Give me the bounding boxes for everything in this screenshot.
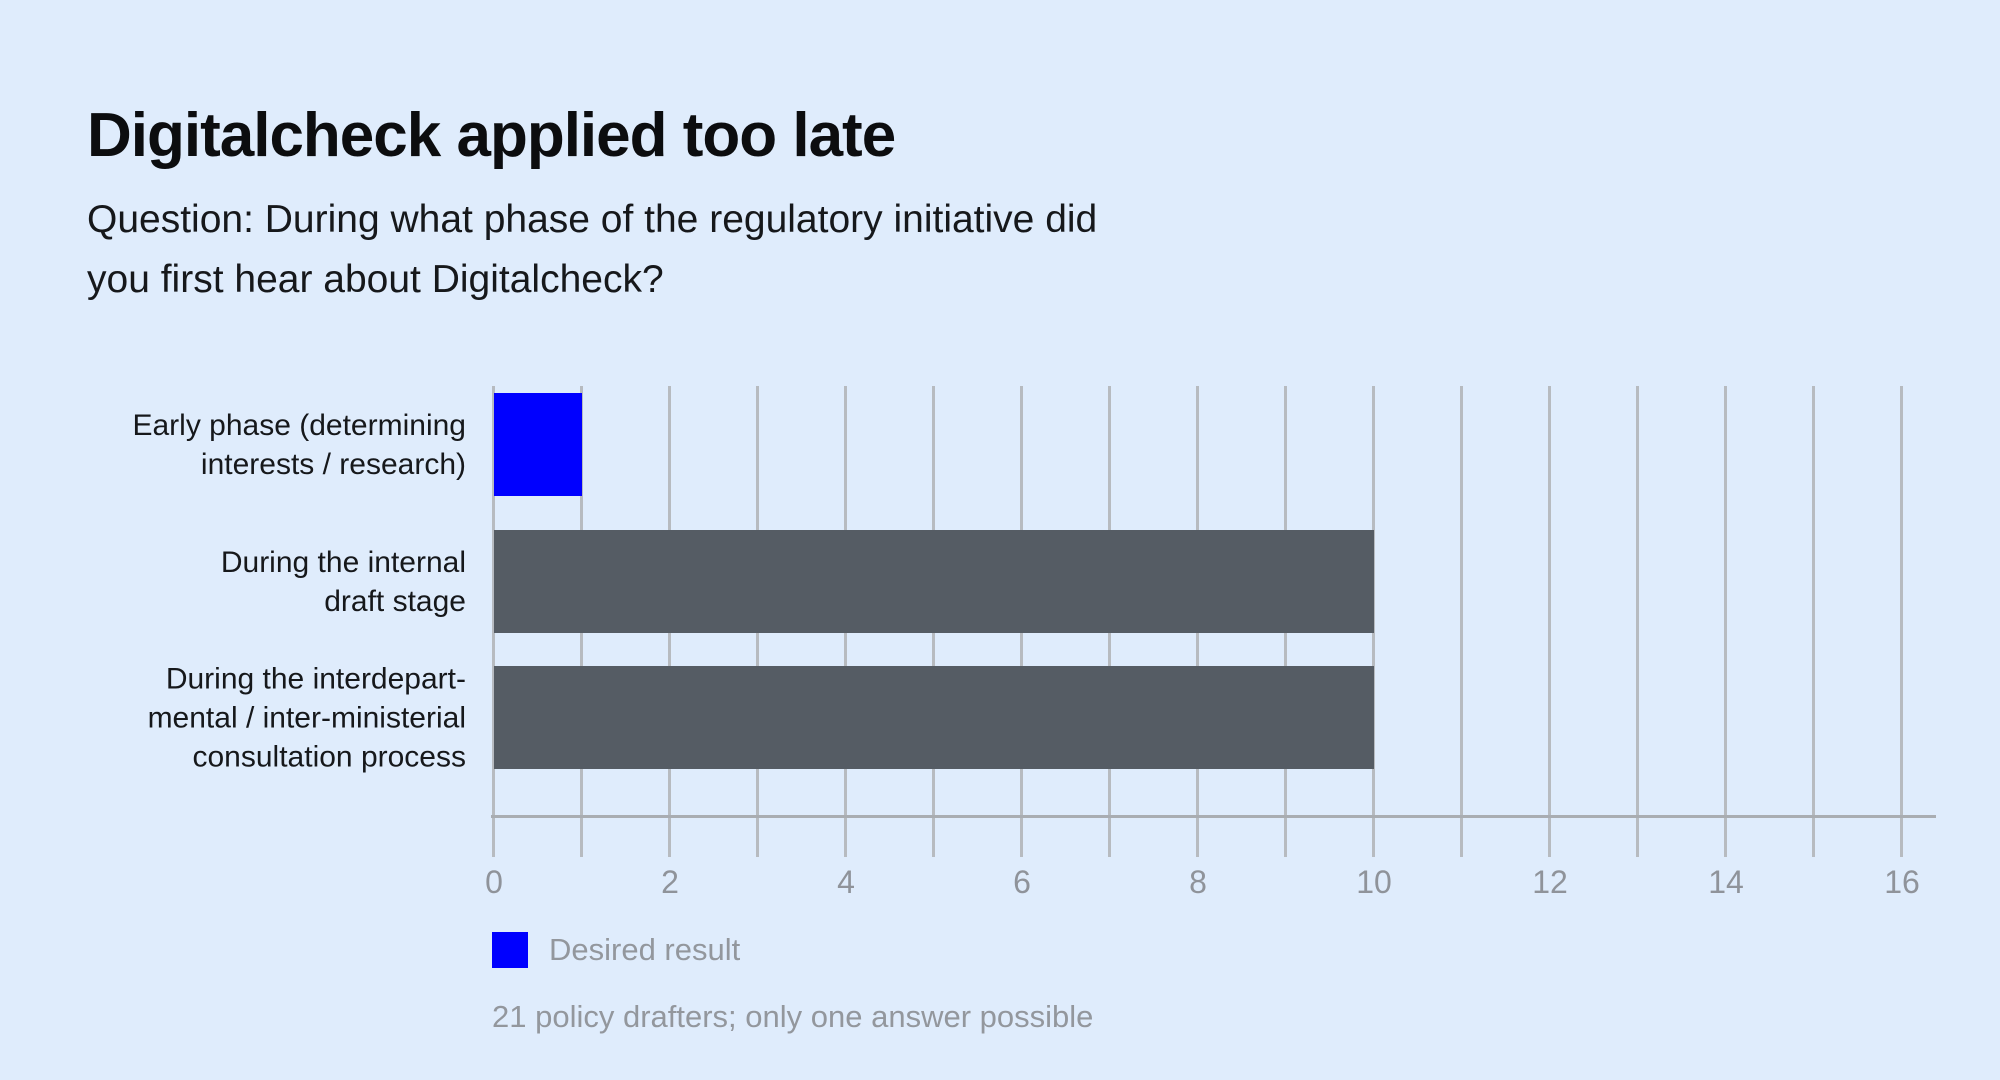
- x-tick-label-6: 6: [1013, 864, 1031, 900]
- x-tick-label-12: 12: [1532, 864, 1568, 900]
- category-label-1: During the internal draft stage: [0, 543, 466, 621]
- gridline-x-15: [1812, 386, 1815, 857]
- x-tick-label-10: 10: [1356, 864, 1392, 900]
- chart-subtitle-line-1: Question: During what phase of the regul…: [87, 198, 1098, 241]
- bar-2: [494, 666, 1374, 769]
- category-label-2: During the interdepart-mental / inter-mi…: [0, 659, 466, 776]
- chart-subtitle: Question: During what phase of the regul…: [87, 190, 1097, 310]
- x-tick-label-14: 14: [1708, 864, 1744, 900]
- bar-1: [494, 530, 1374, 633]
- category-label-line: draft stage: [324, 584, 466, 618]
- category-label-0: Early phase (determining interests / rese…: [0, 406, 466, 484]
- x-tick-label-4: 4: [837, 864, 855, 900]
- category-label-line: mental / inter-ministerial: [147, 701, 466, 734]
- x-tick-label-2: 2: [661, 864, 679, 900]
- category-label-line: Early phase (determining: [132, 408, 466, 442]
- x-axis-baseline: [491, 815, 1936, 818]
- category-label-line: During the internal: [220, 545, 466, 579]
- legend-label: Desired result: [549, 932, 741, 967]
- legend-swatch-icon: [492, 932, 528, 968]
- x-tick-label-0: 0: [485, 864, 503, 900]
- x-tick-label-16: 16: [1884, 864, 1920, 900]
- category-label-line: consultation process: [192, 740, 467, 773]
- x-tick-label-8: 8: [1189, 864, 1207, 900]
- category-label-line: interests / research): [200, 447, 466, 481]
- chart-footnote: 21 policy drafters; only one answer poss…: [492, 999, 1094, 1034]
- gridline-x-12: [1548, 386, 1551, 857]
- chart-title: Digitalcheck applied too late: [87, 101, 896, 170]
- gridline-x-0: [492, 386, 495, 857]
- gridline-x-16: [1900, 386, 1903, 857]
- gridline-x-11: [1460, 386, 1463, 857]
- chart-subtitle-line-2: you first hear about Digitalcheck?: [87, 258, 664, 301]
- bar-0: [494, 393, 582, 496]
- legend: Desired result: [492, 932, 740, 968]
- gridline-x-13: [1636, 386, 1639, 857]
- category-label-line: During the interdepart-: [165, 662, 466, 695]
- gridline-x-14: [1724, 386, 1727, 857]
